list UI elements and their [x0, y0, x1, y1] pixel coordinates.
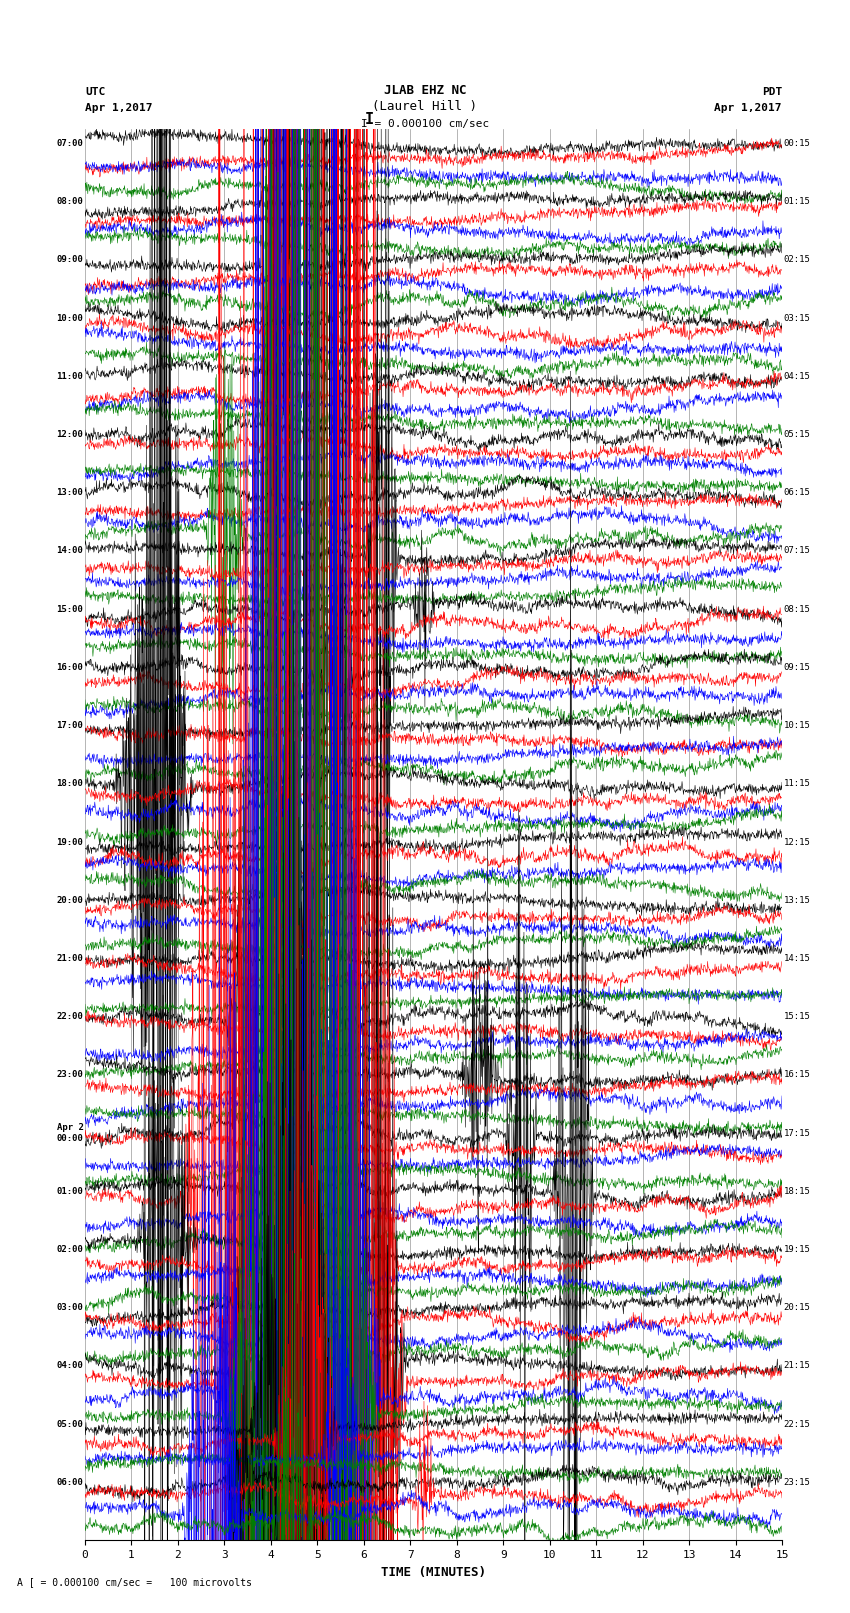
- Text: 08:15: 08:15: [784, 605, 810, 613]
- Text: 17:15: 17:15: [784, 1129, 810, 1137]
- Text: 02:00: 02:00: [57, 1245, 83, 1253]
- Text: 08:00: 08:00: [57, 197, 83, 206]
- Text: 22:00: 22:00: [57, 1011, 83, 1021]
- Text: Apr 1,2017: Apr 1,2017: [85, 103, 152, 113]
- Text: 19:00: 19:00: [57, 837, 83, 847]
- Text: 02:15: 02:15: [784, 255, 810, 265]
- Text: (Laurel Hill ): (Laurel Hill ): [372, 100, 478, 113]
- Text: 14:00: 14:00: [57, 547, 83, 555]
- Text: 07:15: 07:15: [784, 547, 810, 555]
- Text: 03:15: 03:15: [784, 313, 810, 323]
- Text: 10:00: 10:00: [57, 313, 83, 323]
- Text: 19:15: 19:15: [784, 1245, 810, 1253]
- Text: 12:00: 12:00: [57, 431, 83, 439]
- Text: 20:00: 20:00: [57, 895, 83, 905]
- Text: 05:00: 05:00: [57, 1419, 83, 1429]
- Text: 21:00: 21:00: [57, 953, 83, 963]
- Text: 09:00: 09:00: [57, 255, 83, 265]
- Text: 15:15: 15:15: [784, 1011, 810, 1021]
- Text: 06:00: 06:00: [57, 1478, 83, 1487]
- Text: 10:15: 10:15: [784, 721, 810, 731]
- Text: Apr 2
00:00: Apr 2 00:00: [57, 1123, 83, 1142]
- Text: 21:15: 21:15: [784, 1361, 810, 1371]
- Text: 05:15: 05:15: [784, 431, 810, 439]
- Text: 11:15: 11:15: [784, 779, 810, 789]
- Text: 13:00: 13:00: [57, 489, 83, 497]
- Text: 00:15: 00:15: [784, 139, 810, 148]
- Text: 14:15: 14:15: [784, 953, 810, 963]
- Text: 17:00: 17:00: [57, 721, 83, 731]
- Text: 04:15: 04:15: [784, 373, 810, 381]
- Text: PDT: PDT: [762, 87, 782, 97]
- Text: 12:15: 12:15: [784, 837, 810, 847]
- Text: 16:15: 16:15: [784, 1071, 810, 1079]
- Text: 18:00: 18:00: [57, 779, 83, 789]
- Text: 06:15: 06:15: [784, 489, 810, 497]
- Text: 23:15: 23:15: [784, 1478, 810, 1487]
- Text: Apr 1,2017: Apr 1,2017: [715, 103, 782, 113]
- Text: 18:15: 18:15: [784, 1187, 810, 1195]
- Text: JLAB EHZ NC: JLAB EHZ NC: [383, 84, 467, 97]
- Text: 22:15: 22:15: [784, 1419, 810, 1429]
- Text: I = 0.000100 cm/sec: I = 0.000100 cm/sec: [361, 119, 489, 129]
- X-axis label: TIME (MINUTES): TIME (MINUTES): [381, 1566, 486, 1579]
- Text: A [ = 0.000100 cm/sec =   100 microvolts: A [ = 0.000100 cm/sec = 100 microvolts: [17, 1578, 252, 1587]
- Text: 13:15: 13:15: [784, 895, 810, 905]
- Text: 20:15: 20:15: [784, 1303, 810, 1311]
- Text: 01:15: 01:15: [784, 197, 810, 206]
- Text: 15:00: 15:00: [57, 605, 83, 613]
- Text: 04:00: 04:00: [57, 1361, 83, 1371]
- Text: 16:00: 16:00: [57, 663, 83, 673]
- Text: 09:15: 09:15: [784, 663, 810, 673]
- Text: 23:00: 23:00: [57, 1071, 83, 1079]
- Text: 07:00: 07:00: [57, 139, 83, 148]
- Text: UTC: UTC: [85, 87, 105, 97]
- Text: I: I: [366, 113, 374, 127]
- Text: 01:00: 01:00: [57, 1187, 83, 1195]
- Text: 03:00: 03:00: [57, 1303, 83, 1311]
- Text: 11:00: 11:00: [57, 373, 83, 381]
